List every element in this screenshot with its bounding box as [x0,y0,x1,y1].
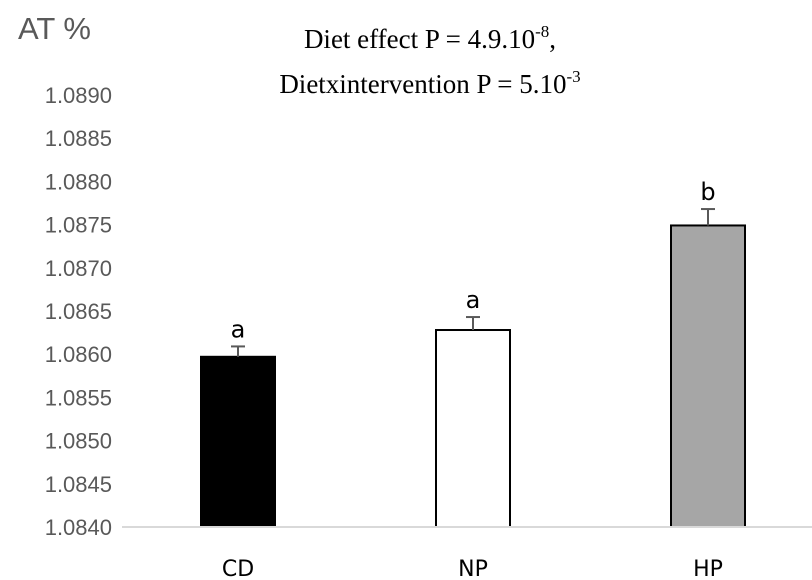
error-bars [231,208,715,357]
bar-hp [670,224,746,529]
y-tick-label: 1.0860 [45,342,112,367]
y-tick-label: 1.0845 [45,472,112,497]
significance-label-cd: a [231,315,246,343]
y-tick-label: 1.0890 [45,83,112,108]
x-axis-categories: CD NP HP [222,557,723,580]
significance-label-hp: b [700,178,715,206]
y-tick-label: 1.0840 [45,515,112,540]
bar-np [435,329,511,528]
significance-labels: a a b [231,178,716,343]
title-line-2-text: Dietxintervention P = 5.10 [279,69,566,99]
y-tick-label: 1.0885 [45,126,112,151]
title-line-1-exponent: -8 [535,22,549,41]
y-tick-label: 1.0870 [45,256,112,281]
y-axis-ticks: 1.0840 1.0845 1.0850 1.0855 1.0860 1.0865 1.08… [45,83,112,540]
category-label-cd: CD [222,557,254,580]
bar-cd [200,355,276,528]
y-tick-label: 1.0875 [45,213,112,238]
error-bar-hp [701,208,715,226]
y-axis-label: AT % [18,11,91,46]
significance-label-np: a [466,286,481,314]
y-tick-label: 1.0865 [45,299,112,324]
y-tick-label: 1.0850 [45,429,112,454]
title-line-1-text: Diet effect P = 4.9.10 [304,24,535,54]
title-line-2-exponent: -3 [567,67,581,86]
y-tick-label: 1.0855 [45,385,112,410]
title-line-1-suffix: , [549,24,556,54]
category-label-np: NP [458,557,488,580]
bars [200,224,746,529]
chart-title-line-2: Dietxintervention P = 5.10-3 [279,67,580,99]
error-bar-np [466,316,480,331]
y-tick-label: 1.0880 [45,169,112,194]
chart-title-line-1: Diet effect P = 4.9.10-8, [304,22,556,54]
category-label-hp: HP [693,557,723,580]
error-bar-cd [231,345,245,357]
